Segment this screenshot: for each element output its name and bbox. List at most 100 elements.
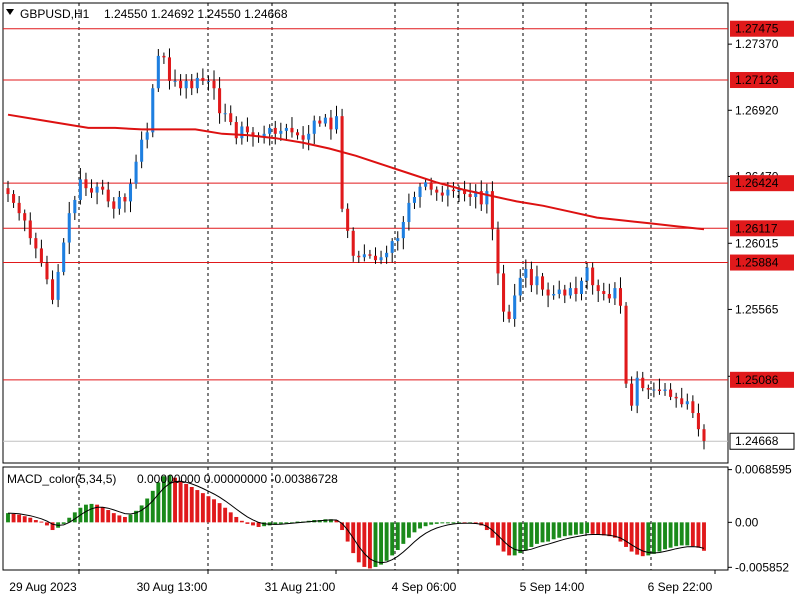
candle-body — [596, 285, 600, 292]
candle-body — [390, 241, 394, 253]
macd-histogram-bar — [367, 522, 372, 569]
x-tick-label: 5 Sep 14:00 — [520, 580, 585, 594]
macd-histogram-bar — [22, 516, 27, 523]
candle-body — [134, 161, 138, 184]
moving-average-line — [7, 113, 705, 231]
candle-body — [468, 194, 472, 197]
level-price-tag — [730, 371, 794, 388]
candle-body — [12, 194, 16, 203]
candle-body — [368, 254, 372, 256]
candle-body — [39, 248, 43, 264]
level-price-tag — [730, 175, 794, 192]
macd-histogram-bar — [150, 490, 155, 523]
candle-body — [268, 127, 272, 134]
macd-histogram-bar — [195, 490, 200, 523]
macd-histogram-bar — [228, 512, 233, 523]
candle-body — [167, 57, 172, 81]
macd-histogram-bar — [434, 522, 439, 524]
macd-histogram-bar — [72, 512, 77, 523]
candle-body — [696, 413, 700, 430]
candle-body — [240, 126, 244, 139]
macd-histogram-bar — [139, 505, 144, 523]
level-price-label: 1.27475 — [735, 22, 779, 36]
macd-histogram-bar — [379, 522, 384, 565]
candle-body — [190, 80, 194, 89]
macd-histogram-bar — [161, 476, 166, 523]
candle-body — [123, 196, 127, 202]
x-tick-label: 29 Aug 2023 — [9, 580, 77, 594]
ohlc-values: 1.24550 1.24692 1.24550 1.24668 — [104, 7, 288, 21]
macd-histogram-bar — [239, 520, 244, 523]
candle-body — [691, 401, 695, 414]
macd-histogram-bar — [624, 522, 628, 547]
macd-histogram-bar — [156, 482, 161, 523]
macd-histogram-bar — [651, 522, 656, 554]
y-tick-label: 1.25565 — [735, 302, 779, 316]
macd-histogram-bar — [273, 522, 278, 525]
macd-histogram-bar — [223, 507, 228, 523]
level-price-label: 1.26117 — [735, 221, 778, 235]
candle-body — [156, 55, 160, 89]
macd-histogram-bar — [145, 498, 150, 523]
x-tick-label: 30 Aug 13:00 — [137, 580, 208, 594]
candle-body — [112, 201, 116, 209]
macd-title: MACD_color(5,34,5) — [7, 472, 116, 486]
macd-histogram-bar — [445, 522, 450, 524]
macd-histogram-bar — [45, 522, 49, 526]
level-price-label: 1.25086 — [735, 373, 779, 387]
candle-body — [351, 230, 355, 256]
macd-histogram-bar — [245, 522, 250, 524]
candle-body — [201, 77, 205, 81]
macd-histogram-bar — [629, 522, 634, 552]
macd-histogram-bar — [663, 522, 667, 550]
macd-y-tick-label: 0.00 — [735, 515, 759, 529]
candle-body — [529, 269, 533, 286]
candle-body — [435, 189, 439, 193]
candle-body — [457, 189, 461, 192]
macd-histogram-bar — [50, 522, 55, 531]
macd-histogram-bar — [390, 522, 395, 556]
candle-body — [140, 139, 144, 162]
candle-body — [607, 293, 611, 299]
candle-body — [680, 398, 684, 405]
macd-histogram-bar — [278, 522, 283, 524]
macd-histogram-bar — [585, 522, 590, 534]
macd-histogram-bar — [646, 522, 651, 556]
candle-body — [273, 127, 277, 134]
candle-body — [429, 182, 433, 190]
dropdown-triangle-icon[interactable] — [6, 9, 14, 15]
macd-histogram-bar — [702, 522, 706, 551]
macd-histogram-bar — [362, 522, 367, 567]
macd-histogram-bar — [635, 522, 640, 555]
candle-body — [490, 191, 494, 230]
macd-histogram-bar — [17, 514, 22, 523]
candle-body — [379, 257, 383, 261]
macd-histogram-bar — [212, 499, 216, 523]
macd-histogram-bar — [401, 522, 406, 544]
macd-histogram-bar — [111, 513, 116, 523]
macd-histogram-bar — [184, 483, 189, 523]
macd-histogram-bar — [607, 522, 612, 537]
candle-body — [28, 220, 32, 239]
candle-body — [646, 388, 650, 390]
candle-body — [162, 55, 166, 58]
macd-histogram-bar — [61, 522, 66, 524]
macd-histogram-bar — [668, 522, 673, 548]
macd-histogram-bar — [568, 522, 573, 536]
macd-histogram-bar — [345, 522, 350, 542]
candle-body — [195, 77, 199, 89]
macd-histogram-bar — [284, 522, 289, 524]
macd-histogram-bar — [529, 522, 534, 547]
candle-body — [396, 238, 400, 242]
candle-body — [34, 238, 38, 249]
y-tick-label: 1.26015 — [735, 236, 779, 250]
macd-histogram-bar — [523, 522, 528, 551]
level-price-label: 1.26424 — [735, 176, 779, 190]
candle-body — [106, 189, 110, 202]
macd-histogram-bar — [33, 520, 38, 523]
candle-body — [418, 186, 422, 197]
candle-body — [563, 289, 567, 296]
macd-histogram-bar — [612, 522, 617, 538]
